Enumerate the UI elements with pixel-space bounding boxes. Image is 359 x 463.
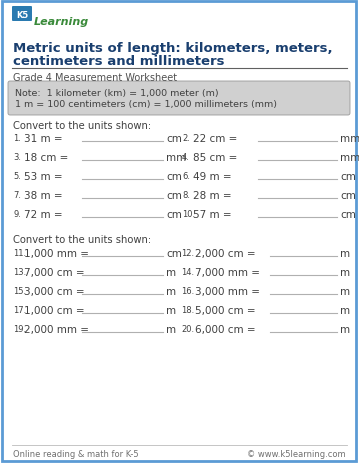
- Text: 9.: 9.: [13, 210, 21, 219]
- Text: m: m: [166, 268, 176, 277]
- Text: Online reading & math for K-5: Online reading & math for K-5: [13, 449, 139, 458]
- Text: 8.: 8.: [182, 191, 190, 200]
- Text: 5,000 cm =: 5,000 cm =: [195, 305, 256, 315]
- Text: 53 m =: 53 m =: [24, 172, 62, 181]
- Text: cm: cm: [166, 249, 182, 258]
- Text: © www.k5learning.com: © www.k5learning.com: [247, 449, 346, 458]
- Text: m: m: [166, 305, 176, 315]
- Text: 6.: 6.: [182, 172, 190, 181]
- Text: cm: cm: [340, 191, 356, 200]
- Text: cm: cm: [340, 210, 356, 219]
- Text: 1 m = 100 centimeters (cm) = 1,000 millimeters (mm): 1 m = 100 centimeters (cm) = 1,000 milli…: [15, 100, 277, 109]
- Text: 17.: 17.: [13, 305, 26, 314]
- Text: 18 cm =: 18 cm =: [24, 153, 68, 163]
- Text: m: m: [340, 305, 350, 315]
- Text: 31 m =: 31 m =: [24, 134, 62, 144]
- Text: 1,000 cm =: 1,000 cm =: [24, 305, 85, 315]
- Text: Note:  1 kilometer (km) = 1,000 meter (m): Note: 1 kilometer (km) = 1,000 meter (m): [15, 89, 219, 98]
- Text: m: m: [166, 287, 176, 296]
- Text: 11.: 11.: [13, 249, 26, 257]
- Text: 3,000 cm =: 3,000 cm =: [24, 287, 85, 296]
- Text: 1.: 1.: [13, 134, 21, 143]
- Text: 7,000 cm =: 7,000 cm =: [24, 268, 85, 277]
- Text: 38 m =: 38 m =: [24, 191, 62, 200]
- Text: 57 m =: 57 m =: [193, 210, 232, 219]
- Text: cm: cm: [166, 210, 182, 219]
- Text: mm: mm: [340, 153, 359, 163]
- Text: m: m: [340, 249, 350, 258]
- Text: 5.: 5.: [13, 172, 21, 181]
- FancyBboxPatch shape: [12, 7, 32, 22]
- Text: m: m: [340, 268, 350, 277]
- Text: mm: mm: [166, 153, 186, 163]
- Text: 10.: 10.: [182, 210, 195, 219]
- FancyBboxPatch shape: [2, 2, 356, 461]
- Text: 13.: 13.: [13, 268, 26, 276]
- Text: Convert to the units shown:: Convert to the units shown:: [13, 121, 151, 131]
- Text: 15.: 15.: [13, 287, 26, 295]
- Text: m: m: [340, 287, 350, 296]
- Text: mm: mm: [340, 134, 359, 144]
- Text: 16.: 16.: [181, 287, 194, 295]
- Text: cm: cm: [166, 134, 182, 144]
- Text: cm: cm: [340, 172, 356, 181]
- FancyBboxPatch shape: [8, 82, 350, 116]
- Text: 1,000 mm =: 1,000 mm =: [24, 249, 89, 258]
- Text: 49 m =: 49 m =: [193, 172, 232, 181]
- Text: Metric units of length: kilometers, meters,: Metric units of length: kilometers, mete…: [13, 42, 333, 55]
- Text: 14.: 14.: [181, 268, 194, 276]
- Text: 72 m =: 72 m =: [24, 210, 62, 219]
- Text: 3,000 mm =: 3,000 mm =: [195, 287, 260, 296]
- Text: 2.: 2.: [182, 134, 190, 143]
- Text: K5: K5: [16, 11, 28, 19]
- Text: 28 m =: 28 m =: [193, 191, 232, 200]
- Text: m: m: [340, 324, 350, 334]
- Text: 6,000 cm =: 6,000 cm =: [195, 324, 256, 334]
- Text: 4.: 4.: [182, 153, 190, 162]
- Text: 3.: 3.: [13, 153, 21, 162]
- Text: 19.: 19.: [13, 324, 26, 333]
- Text: 18.: 18.: [181, 305, 194, 314]
- Text: cm: cm: [166, 172, 182, 181]
- Text: 2,000 mm =: 2,000 mm =: [24, 324, 89, 334]
- Text: 7.: 7.: [13, 191, 21, 200]
- Text: 2,000 cm =: 2,000 cm =: [195, 249, 256, 258]
- Text: 12.: 12.: [181, 249, 194, 257]
- Text: 7,000 mm =: 7,000 mm =: [195, 268, 260, 277]
- Text: Convert to the units shown:: Convert to the units shown:: [13, 234, 151, 244]
- Text: 85 cm =: 85 cm =: [193, 153, 237, 163]
- Text: m: m: [166, 324, 176, 334]
- Text: centimeters and millimeters: centimeters and millimeters: [13, 55, 224, 68]
- Text: cm: cm: [166, 191, 182, 200]
- Text: 20.: 20.: [181, 324, 194, 333]
- Text: Learning: Learning: [34, 17, 89, 27]
- Text: Grade 4 Measurement Worksheet: Grade 4 Measurement Worksheet: [13, 73, 177, 83]
- Text: 22 cm =: 22 cm =: [193, 134, 237, 144]
